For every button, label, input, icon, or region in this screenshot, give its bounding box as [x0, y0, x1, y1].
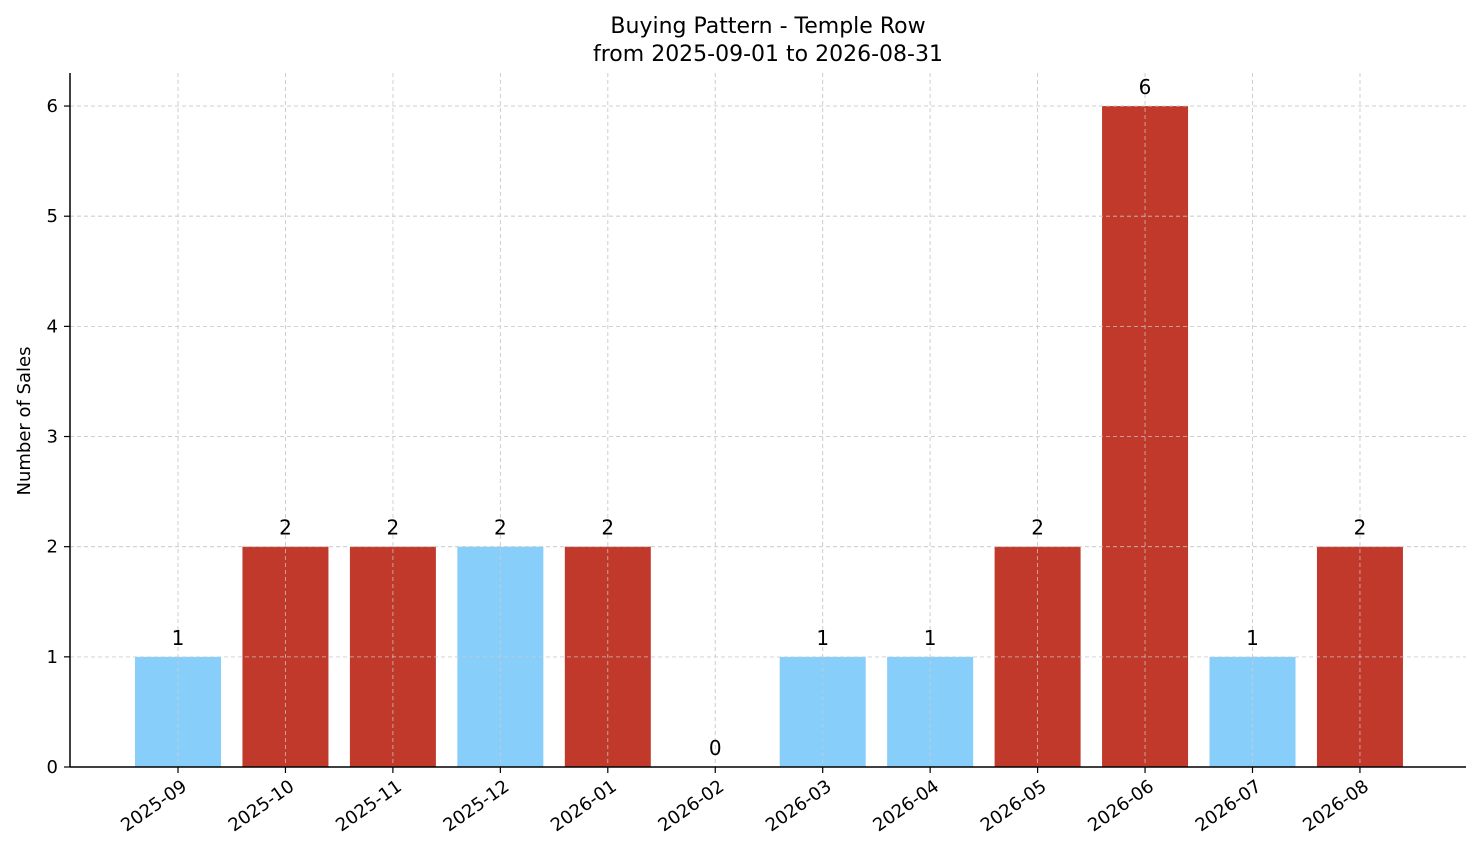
bar-value-label: 2 [279, 516, 292, 540]
y-tick-label: 6 [47, 96, 58, 117]
bar-value-label: 6 [1139, 75, 1152, 99]
x-tick-label: 2026-03 [762, 776, 836, 836]
y-axis-label: Number of Sales [14, 346, 35, 495]
bar-value-label: 2 [494, 516, 507, 540]
bar-value-label: 2 [601, 516, 614, 540]
x-tick-label: 2026-02 [654, 776, 728, 836]
data-labels: 1 2 2 2 2 0 1 1 2 6 1 2 [172, 75, 1367, 760]
y-tick-label: 3 [47, 427, 58, 448]
x-tick-label: 2026-05 [977, 776, 1051, 836]
x-tick-label: 2026-07 [1192, 776, 1266, 836]
bar-value-label: 2 [1354, 516, 1367, 540]
y-tick-label: 5 [47, 206, 58, 227]
x-tick-label: 2026-08 [1299, 776, 1373, 836]
y-tick-label: 2 [47, 537, 58, 558]
x-tick-label: 2025-10 [225, 776, 299, 836]
bar-value-label: 1 [816, 626, 829, 650]
x-tick-label: 2025-11 [332, 776, 406, 836]
y-tick-label: 1 [47, 647, 58, 668]
x-tick-label: 2026-01 [547, 776, 621, 836]
bar-value-label: 2 [387, 516, 400, 540]
bar-value-label: 0 [709, 736, 722, 760]
bar-value-label: 1 [172, 626, 185, 650]
chart-title: Buying Pattern - Temple Row [610, 14, 925, 39]
x-tick-label: 2025-12 [440, 776, 514, 836]
bar-value-label: 1 [1246, 626, 1259, 650]
chart-subtitle: from 2025-09-01 to 2026-08-31 [593, 42, 943, 67]
bar-value-label: 1 [924, 626, 937, 650]
x-tick-label: 2025-09 [117, 776, 191, 836]
bars [70, 73, 1466, 768]
x-tick-label: 2026-04 [869, 776, 943, 836]
y-tick-label: 4 [47, 316, 58, 337]
y-tick-label: 0 [47, 757, 58, 778]
bar-value-label: 2 [1031, 516, 1044, 540]
x-tick-label: 2026-06 [1084, 776, 1158, 836]
